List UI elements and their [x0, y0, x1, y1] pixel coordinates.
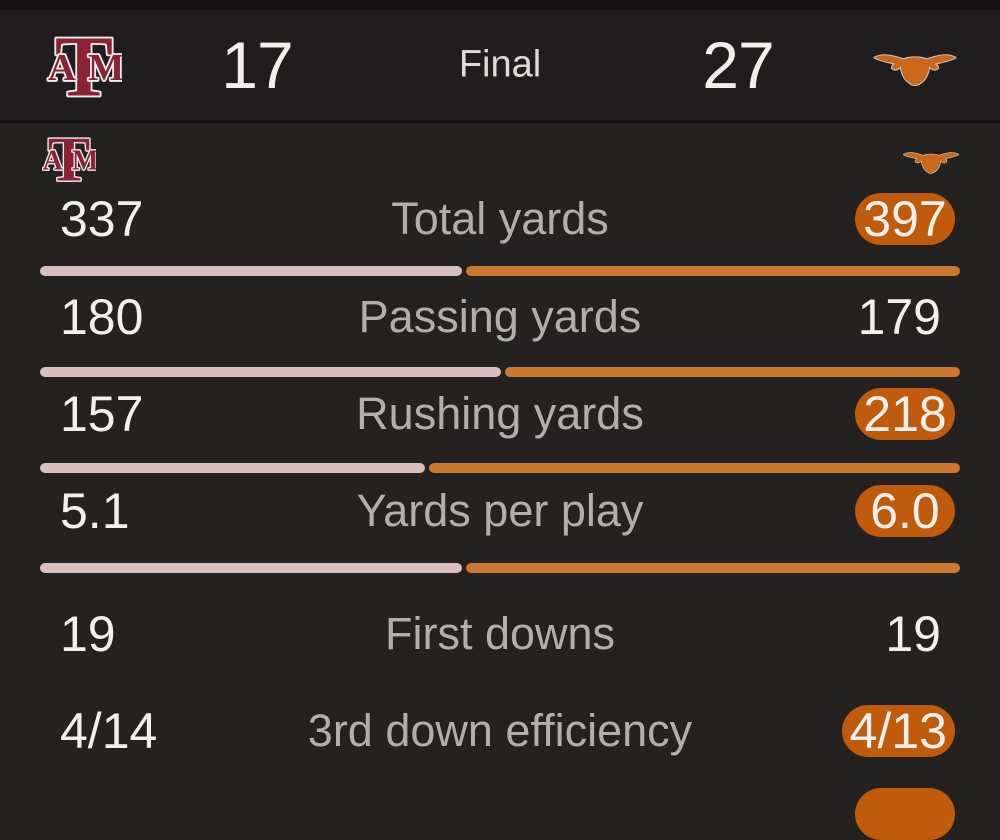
stat-bar: [40, 463, 960, 473]
home-score: 27: [702, 28, 774, 102]
stat-label: Rushing yards: [356, 388, 644, 439]
home-value: 179: [857, 289, 941, 345]
stat-label: 3rd down efficiency: [307, 705, 693, 756]
stat-row-partial: [0, 788, 1000, 840]
header-divider: [0, 120, 1000, 123]
away-value: 4/14: [60, 703, 158, 759]
home-bar-segment: [504, 367, 960, 377]
home-bar-segment: [466, 266, 960, 276]
stat-bar: [40, 367, 960, 377]
stat-row: 180 Passing yards 179: [0, 289, 1000, 345]
stat-bar: [40, 266, 960, 276]
stat-bar: [40, 563, 960, 573]
home-bar-segment: [466, 563, 960, 573]
away-bar-segment: [40, 367, 501, 377]
stat-row: 337 Total yards 397: [0, 191, 1000, 247]
home-value-pill: 4/13: [841, 703, 955, 759]
away-score: 17: [221, 28, 293, 102]
away-bar-segment: [40, 266, 463, 276]
away-bar-segment: [40, 563, 463, 573]
home-value-pill: 218: [855, 386, 955, 442]
aggies-mini-logo-icon: [42, 134, 96, 184]
stat-row: 5.1 Yards per play 6.0: [0, 483, 1000, 539]
stat-label: Yards per play: [356, 485, 644, 536]
stat-row: 4/14 3rd down efficiency 4/13: [0, 703, 1000, 759]
scoreboard-header: 17 Final 27: [0, 10, 1000, 120]
stats-column-logos: [0, 123, 1000, 187]
stat-label: Total yards: [391, 193, 609, 244]
away-value: 5.1: [60, 483, 130, 539]
away-value: 19: [60, 606, 116, 662]
longhorns-mini-logo-icon: [902, 143, 960, 176]
away-value: 180: [60, 289, 144, 345]
home-value-pill: [855, 788, 955, 840]
away-value: 157: [60, 386, 144, 442]
stat-label: Passing yards: [358, 291, 642, 342]
away-value: 337: [60, 191, 144, 247]
stat-label: First downs: [384, 608, 616, 659]
longhorns-team-logo-icon: [872, 40, 958, 90]
away-bar-segment: [40, 463, 426, 473]
home-value-pill: 6.0: [855, 483, 955, 539]
game-status: Final: [458, 43, 542, 86]
status-bar-strip: [0, 0, 1000, 10]
home-bar-segment: [429, 463, 960, 473]
team-stats-panel: 337 Total yards 397 180 Passing yards 17…: [0, 123, 1000, 840]
home-value: 19: [885, 606, 941, 662]
home-value-pill: 397: [855, 191, 955, 247]
stat-row: 157 Rushing yards 218: [0, 386, 1000, 442]
stat-row: 19 First downs 19: [0, 606, 1000, 662]
